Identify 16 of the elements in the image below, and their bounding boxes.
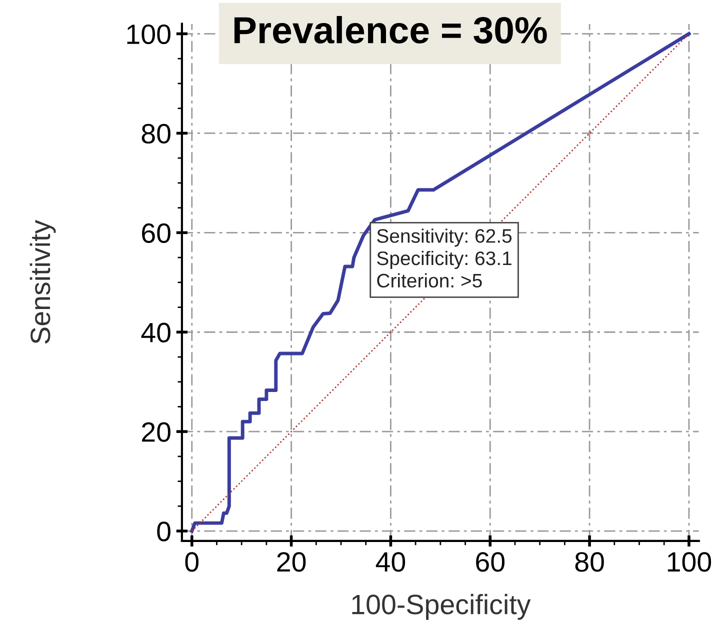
x-tick-label: 80	[575, 552, 604, 572]
y-tick-label: 40	[141, 322, 170, 342]
y-axis-title: Sensitivity	[30, 220, 56, 344]
annotation: Sensitivity: 62.5 Specificity: 63.1 Criterion: >5	[377, 228, 512, 288]
x-tick-label: 40	[376, 552, 406, 572]
y-tick-label: 0	[157, 522, 170, 542]
y-tick-label: 100	[127, 24, 170, 44]
chart-title: Prevalence = 30%	[234, 16, 547, 44]
y-tick-label: 60	[142, 223, 170, 244]
x-tick-label: 0	[185, 552, 199, 572]
x-tick-label: 60	[476, 552, 504, 572]
x-tick-label: 20	[277, 552, 306, 572]
y-tick-label: 20	[142, 422, 170, 442]
x-axis-title: 100-Specificity	[352, 594, 531, 620]
y-tick-label: 80	[142, 124, 170, 144]
x-tick-label: 100	[668, 552, 712, 572]
